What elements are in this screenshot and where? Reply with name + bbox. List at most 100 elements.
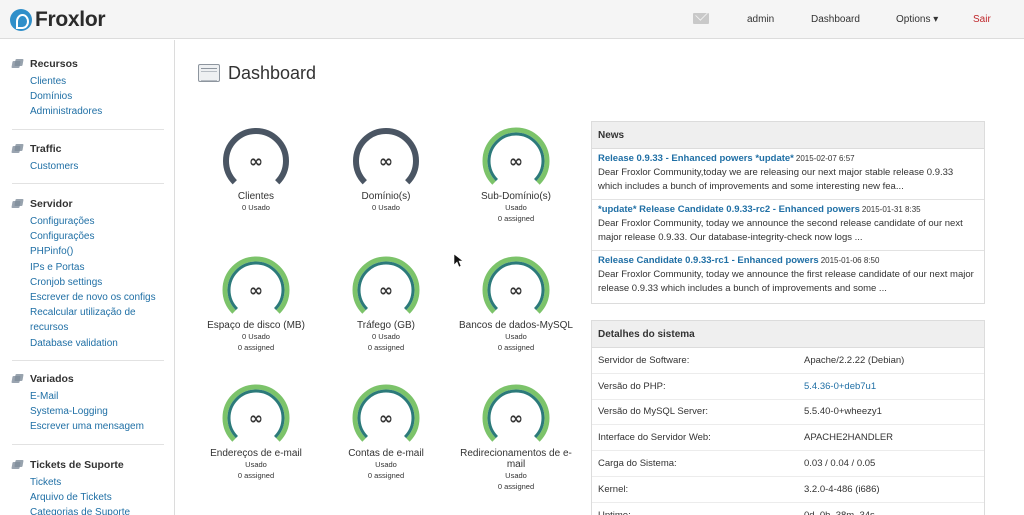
sidebar-item[interactable]: Escrever uma mensagem	[30, 421, 144, 433]
gauge-usage: 0 Usado	[242, 203, 270, 212]
gauge-usage: Usado	[505, 332, 527, 341]
tags-icon	[12, 200, 24, 209]
gauge-arc-inner	[227, 389, 285, 439]
sidebar-group-header: Traffic	[12, 142, 164, 156]
news-excerpt: Dear Froxlor Community,today we are rele…	[598, 167, 954, 192]
gauge-arc-outer	[222, 384, 290, 442]
sidebar-item[interactable]: Recalcular utilização de	[30, 307, 136, 319]
gauge-arc-outer	[352, 384, 420, 442]
sidebar-group-title: Tickets de Suporte	[30, 459, 124, 471]
gauge-arc-outer	[482, 127, 550, 185]
gauge-arc-inner	[487, 389, 545, 439]
news-heading: News	[592, 122, 984, 149]
system-detail-value: 0.03 / 0.04 / 0.05	[804, 458, 876, 470]
sidebar-item[interactable]: E-Mail	[30, 391, 59, 402]
sidebar-group-header: Recursos	[12, 57, 164, 71]
system-detail-row: Kernel: 3.2.0-4-486 (i686)	[592, 477, 984, 503]
sidebar-item[interactable]: PHPinfo()	[30, 246, 74, 258]
top-navbar: Froxlor admin Dashboard Options ▾ Sair	[0, 0, 1024, 39]
tags-icon	[12, 375, 24, 384]
resource-gauge: ∞ Domínio(s) 0 Usado	[326, 125, 446, 213]
gauge-usage: 0 assigned	[497, 343, 535, 352]
news-list: Release 0.9.33 - Enhanced powers *update…	[592, 149, 984, 301]
mouse-cursor-icon	[453, 253, 464, 271]
gauge-dial: ∞	[482, 256, 550, 314]
sidebar-item[interactable]: Customers	[30, 161, 79, 172]
page-title: Dashboard	[228, 62, 317, 83]
logout-link[interactable]: Sair	[973, 14, 991, 25]
sidebar-group-title: Servidor	[30, 198, 73, 210]
froxlor-logo[interactable]: Froxlor	[10, 8, 106, 32]
gauge-arc-inner	[487, 132, 545, 182]
sidebar-item[interactable]: Domínios	[30, 91, 73, 103]
sidebar-item[interactable]: Database validation	[30, 337, 118, 349]
gauge-label: Contas de e-mail	[348, 448, 424, 459]
sidebar-group-title: Recursos	[30, 58, 78, 70]
nav-admin-link[interactable]: admin	[747, 14, 775, 25]
sidebar-item[interactable]: Arquivo de Tickets	[30, 492, 112, 504]
sidebar-group-title: Variados	[30, 373, 74, 385]
sidebar-item[interactable]: Categorias de Suporte	[30, 507, 131, 515]
gauge-usage: 0 assigned	[367, 343, 405, 352]
resource-gauge: ∞ Clientes 0 Usado	[196, 125, 316, 213]
sidebar-item[interactable]: recursos	[30, 322, 69, 334]
gauge-value: ∞	[379, 281, 393, 301]
sidebar-group-variados: Variados E-Mail Systema-Logging Escrever um…	[12, 372, 164, 445]
sidebar-item[interactable]: Cronjob settings	[30, 276, 103, 288]
gauge-usage: 0 assigned	[237, 343, 275, 352]
sidebar: Recursos Clientes Domínios Administradores T…	[0, 40, 175, 515]
gauge-label: Bancos de dados-MySQL	[459, 320, 573, 331]
gauge-usage: 0 Usado	[372, 203, 400, 212]
gauge-label: Tráfego (GB)	[357, 320, 415, 331]
gauge-usage: 0 assigned	[237, 471, 275, 480]
sidebar-item[interactable]: Systema-Logging	[30, 406, 108, 418]
system-detail-value: Apache/2.2.22 (Debian)	[804, 354, 905, 366]
system-detail-row: Uptime:0d, 0h, 38m, 34s	[592, 503, 984, 515]
sidebar-group-traffic: Traffic Customers	[12, 142, 164, 185]
sidebar-item[interactable]: Tickets	[30, 477, 62, 488]
gauge-label: Domínio(s)	[361, 191, 411, 202]
gauge-label: Sub-Domínio(s)	[480, 191, 552, 202]
gauge-label: Redirecionamentos de e-mail	[460, 448, 572, 470]
gauge-dial: ∞	[353, 128, 419, 185]
system-detail-value: 5.5.40-0+wheezy1	[804, 406, 882, 418]
news-title-link[interactable]: Release 0.9.33 - Enhanced powers *update…	[598, 153, 794, 164]
gauge-label: Clientes	[237, 191, 275, 202]
news-date: 2015-01-31 8:35	[861, 205, 921, 214]
gauge-dial: ∞	[352, 384, 420, 442]
news-date: 2015-01-06 8:50	[820, 256, 880, 265]
sidebar-item[interactable]: Configurações	[30, 216, 95, 227]
nav-options-dropdown[interactable]: Options ▾	[896, 14, 939, 25]
system-detail-value: APACHE2HANDLER	[804, 432, 894, 444]
mail-icon[interactable]	[693, 13, 709, 24]
system-detail-row: Versão do MySQL Server: 5.5.40-0+wheezy1	[592, 400, 984, 426]
system-details-heading: Detalhes do sistema	[592, 321, 984, 348]
gauge-arc-inner	[357, 389, 415, 439]
gauge-value: ∞	[249, 152, 263, 172]
nav-dashboard-link[interactable]: Dashboard	[811, 14, 860, 25]
sidebar-group-recursos: Recursos Clientes Domínios Administradores	[12, 57, 164, 130]
gauge-arc-outer	[352, 256, 420, 314]
gauge-value: ∞	[379, 152, 393, 172]
gauge-value: ∞	[249, 281, 263, 301]
news-item: Release 0.9.33 - Enhanced powers *update…	[592, 149, 984, 200]
sidebar-item[interactable]: IPs e Portas	[30, 261, 85, 273]
gauge-value: ∞	[509, 152, 523, 172]
page-header: Dashboard	[198, 60, 316, 86]
gauge-usage: Usado	[245, 460, 267, 469]
gauge-arc	[223, 128, 289, 185]
sidebar-item[interactable]: Clientes	[30, 76, 67, 87]
system-detail-value[interactable]: 5.4.36-0+deb7u1	[804, 380, 877, 392]
news-title-link[interactable]: Release Candidate 0.9.33-rc1 - Enhanced …	[598, 255, 819, 266]
gauge-usage: 0 assigned	[367, 471, 405, 480]
news-date: 2015-02-07 6:57	[795, 154, 855, 163]
sidebar-item[interactable]: Configurações	[30, 231, 95, 243]
sidebar-item[interactable]: Escrever de novo os configs	[30, 292, 156, 304]
gauge-label: Espaço de disco (MB)	[207, 320, 305, 331]
sidebar-item[interactable]: Administradores	[30, 106, 103, 118]
system-detail-value: 3.2.0-4-486 (i686)	[804, 483, 880, 495]
news-item: *update* Release Candidate 0.9.33-rc2 - …	[592, 200, 984, 251]
news-title-link[interactable]: *update* Release Candidate 0.9.33-rc2 - …	[598, 204, 860, 215]
sidebar-group-tickets-de-suporte: Tickets de Suporte Tickets Arquivo de Tick…	[12, 458, 164, 515]
system-detail-row: Versão do PHP: 5.4.36-0+deb7u1	[592, 374, 984, 400]
